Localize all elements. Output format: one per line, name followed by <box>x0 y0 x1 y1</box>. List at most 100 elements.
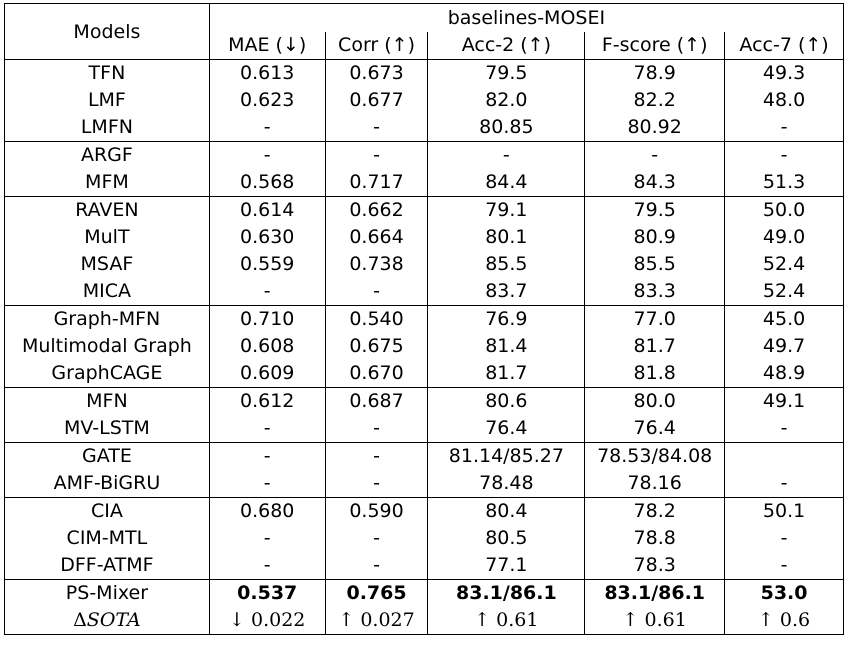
mae-cell: 0.613 <box>208 59 326 87</box>
table-row: TFN 0.613 0.673 79.5 78.9 49.3 <box>4 59 844 87</box>
mae-cell: 0.568 <box>208 169 326 197</box>
corr-cell: 0.673 <box>324 59 429 87</box>
acc2-cell: 76.4 <box>427 415 586 443</box>
table-row: CIA 0.680 0.590 80.4 78.2 50.1 <box>4 497 844 525</box>
acc7-cell: 48.9 <box>724 360 844 388</box>
mae-cell: - <box>208 278 326 306</box>
acc7-cell: 51.3 <box>724 169 844 197</box>
fscore-cell: - <box>584 141 726 169</box>
corr-cell: 0.677 <box>324 87 429 114</box>
models-header: Models <box>4 3 210 60</box>
model-name-cell: ARGF <box>4 141 210 169</box>
mae-cell: 0.609 <box>208 360 326 388</box>
fscore-cell: 78.8 <box>584 525 726 552</box>
model-name-cell: MSAF <box>4 251 210 278</box>
mae-cell: - <box>208 141 326 169</box>
mae-delta-cell: ↓ 0.022 <box>208 607 326 635</box>
corr-header: Corr (↑) <box>324 32 429 60</box>
table-row: DFF-ATMF - -77.1 78.3- <box>4 552 844 580</box>
fscore-cell: 76.4 <box>584 415 726 443</box>
corr-delta-cell: ↑ 0.027 <box>324 607 429 635</box>
model-name-cell: Graph-MFN <box>4 305 210 333</box>
mae-cell: - <box>208 415 326 443</box>
fscore-cell: 80.9 <box>584 224 726 251</box>
model-name-cell: LMF <box>4 87 210 114</box>
mae-cell: 0.559 <box>208 251 326 278</box>
fscore-cell: 81.8 <box>584 360 726 388</box>
acc7-cell: 49.3 <box>724 59 844 87</box>
acc7-cell: - <box>724 525 844 552</box>
model-name-cell: MFN <box>4 387 210 415</box>
fscore-cell: 82.2 <box>584 87 726 114</box>
acc2-delta-cell: ↑ 0.61 <box>427 607 586 635</box>
acc2-cell: 78.48 <box>427 470 586 498</box>
fscore-cell: 85.5 <box>584 251 726 278</box>
table-row: MFM 0.568 0.717 84.4 84.3 51.3 <box>4 169 844 197</box>
acc7-cell: 49.7 <box>724 333 844 360</box>
corr-cell: - <box>324 114 429 142</box>
model-name-cell: PS-Mixer <box>4 579 210 607</box>
mae-cell: 0.608 <box>208 333 326 360</box>
table-row: ARGF - - - - - <box>4 141 844 169</box>
fscore-header: F-score (↑) <box>584 32 726 60</box>
corr-cell: - <box>324 525 429 552</box>
model-name-cell: LMFN <box>4 114 210 142</box>
fscore-cell: 78.16 <box>584 470 726 498</box>
corr-cell: - <box>324 141 429 169</box>
model-name-cell: MulT <box>4 224 210 251</box>
acc7-cell: 52.4 <box>724 278 844 306</box>
corr-cell: 0.675 <box>324 333 429 360</box>
mae-cell: - <box>208 552 326 580</box>
model-name-cell: RAVEN <box>4 196 210 224</box>
acc2-cell: 81.7 <box>427 360 586 388</box>
model-name-cell: MV-LSTM <box>4 415 210 443</box>
table-row: MICA - -83.7 83.3 52.4 <box>4 278 844 306</box>
fscore-cell: 83.1/86.1 <box>584 579 726 607</box>
fscore-cell: 78.53/84.08 <box>584 442 726 470</box>
acc2-cell: 83.1/86.1 <box>427 579 586 607</box>
acc2-cell: 83.7 <box>427 278 586 306</box>
delta-label-cell: ΔSOTA <box>4 607 210 635</box>
acc2-header: Acc-2 (↑) <box>427 32 586 60</box>
acc7-cell: - <box>724 415 844 443</box>
corr-cell: - <box>324 552 429 580</box>
acc7-delta-cell: ↑ 0.6 <box>724 607 844 635</box>
model-name-cell: CIM-MTL <box>4 525 210 552</box>
model-name-cell: Multimodal Graph <box>4 333 210 360</box>
dataset-header: baselines-MOSEI <box>208 3 845 32</box>
acc7-cell: - <box>724 470 844 498</box>
acc7-cell: 49.0 <box>724 224 844 251</box>
model-name-cell: TFN <box>4 59 210 87</box>
acc2-cell: 80.1 <box>427 224 586 251</box>
delta-symbol: Δ <box>73 609 87 631</box>
acc2-cell: 82.0 <box>427 87 586 114</box>
corr-cell: - <box>324 470 429 498</box>
fscore-cell: 77.0 <box>584 305 726 333</box>
table-body: TFN 0.613 0.673 79.5 78.9 49.3 LMF 0.623 0.677 82… <box>4 59 844 635</box>
mae-cell: 0.614 <box>208 196 326 224</box>
acc2-cell: 79.1 <box>427 196 586 224</box>
fscore-cell: 80.92 <box>584 114 726 142</box>
proposed-method-row: PS-Mixer 0.537 0.765 83.1/86.1 83.1/86.1 53.0 <box>4 579 844 607</box>
acc2-cell: 76.9 <box>427 305 586 333</box>
mae-cell: - <box>208 525 326 552</box>
fscore-cell: 78.3 <box>584 552 726 580</box>
acc7-header: Acc-7 (↑) <box>724 32 844 60</box>
acc2-cell: 85.5 <box>427 251 586 278</box>
acc7-cell: 50.1 <box>724 497 844 525</box>
mae-cell: - <box>208 114 326 142</box>
mae-cell: - <box>208 470 326 498</box>
acc2-cell: 80.4 <box>427 497 586 525</box>
results-table: Models baselines-MOSEI MAE (↓) Corr (↑) … <box>4 3 845 635</box>
model-name-cell: AMF-BiGRU <box>4 470 210 498</box>
corr-cell: 0.662 <box>324 196 429 224</box>
fscore-cell: 80.0 <box>584 387 726 415</box>
model-name-cell: CIA <box>4 497 210 525</box>
table-row: MulT 0.630 0.664 80.1 80.9 49.0 <box>4 224 844 251</box>
corr-cell: - <box>324 278 429 306</box>
mae-cell: 0.612 <box>208 387 326 415</box>
delta-label: SOTA <box>86 609 141 631</box>
acc7-cell: - <box>724 114 844 142</box>
fscore-cell: 78.2 <box>584 497 726 525</box>
corr-cell: 0.765 <box>324 579 429 607</box>
